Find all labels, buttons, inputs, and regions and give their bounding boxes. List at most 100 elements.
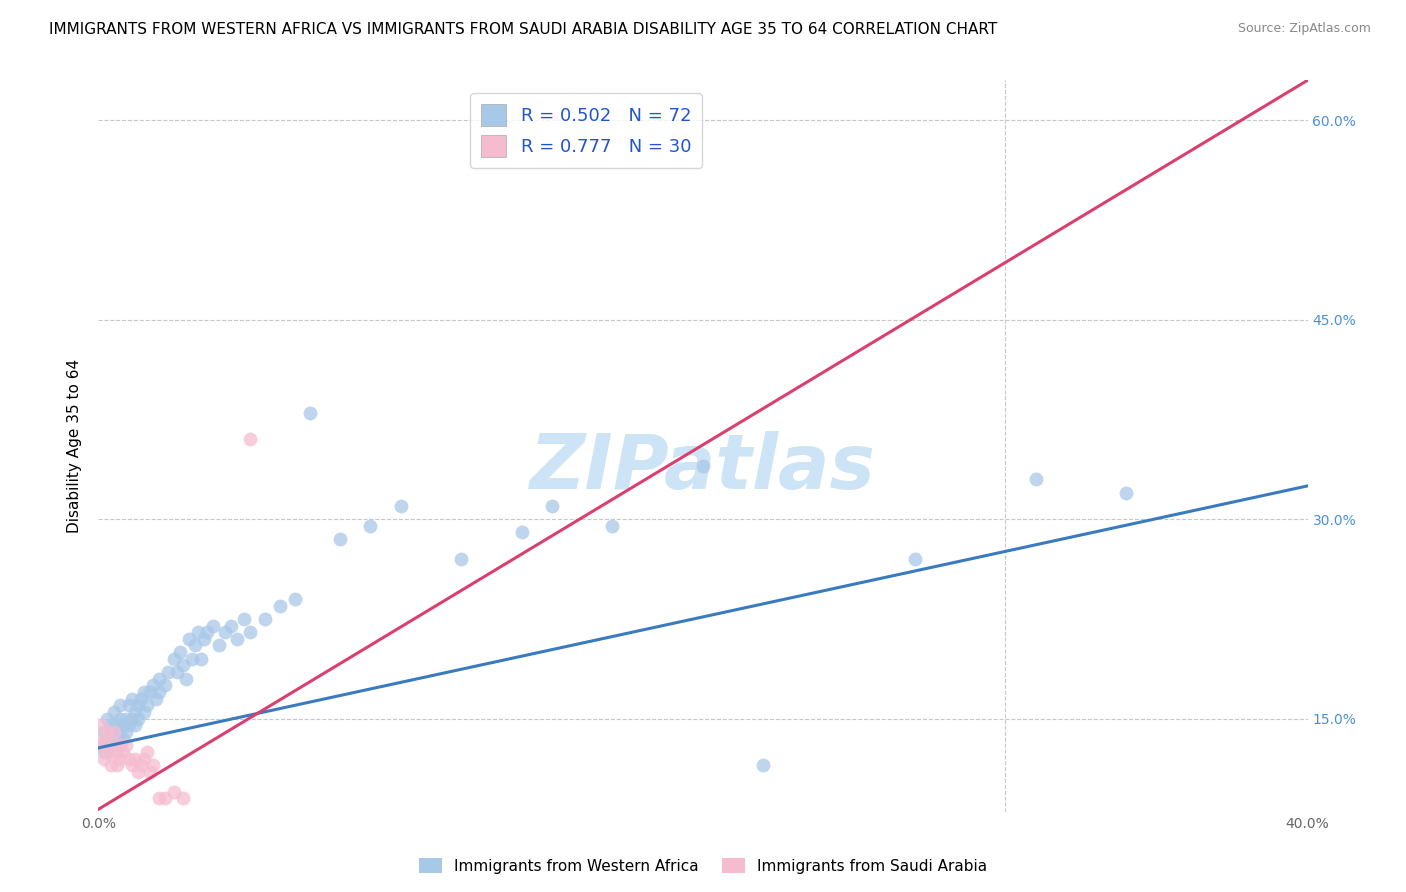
Point — [172, 658, 194, 673]
Point — [90, 718, 112, 732]
Point — [904, 552, 927, 566]
Point — [118, 718, 141, 732]
Point — [284, 591, 307, 606]
Point — [105, 718, 128, 732]
Point — [226, 632, 249, 646]
Point — [135, 745, 157, 759]
Point — [100, 758, 122, 772]
Point — [148, 685, 170, 699]
Text: IMMIGRANTS FROM WESTERN AFRICA VS IMMIGRANTS FROM SAUDI ARABIA DISABILITY AGE 35: IMMIGRANTS FROM WESTERN AFRICA VS IMMIGR… — [49, 22, 997, 37]
Point — [153, 678, 176, 692]
Point — [103, 745, 125, 759]
Point — [208, 639, 231, 653]
Point — [602, 518, 624, 533]
Point — [124, 718, 146, 732]
Point — [127, 698, 149, 713]
Point — [195, 625, 218, 640]
Point — [142, 758, 165, 772]
Point — [108, 712, 131, 726]
Point — [93, 725, 115, 739]
Point — [1024, 472, 1046, 486]
Point — [111, 718, 134, 732]
Point — [90, 738, 112, 752]
Point — [179, 632, 201, 646]
Point — [148, 672, 170, 686]
Point — [135, 698, 157, 713]
Point — [132, 751, 155, 765]
Point — [96, 745, 118, 759]
Point — [153, 791, 176, 805]
Point — [111, 745, 134, 759]
Point — [221, 618, 243, 632]
Point — [111, 731, 134, 746]
Point — [118, 751, 141, 765]
Point — [121, 758, 143, 772]
Point — [121, 691, 143, 706]
Point — [450, 552, 472, 566]
Point — [132, 705, 155, 719]
Point — [139, 764, 162, 779]
Point — [96, 712, 118, 726]
Point — [108, 698, 131, 713]
Text: ZIPatlas: ZIPatlas — [530, 431, 876, 505]
Point — [129, 691, 152, 706]
Point — [108, 751, 131, 765]
Point — [93, 731, 115, 746]
Y-axis label: Disability Age 35 to 64: Disability Age 35 to 64 — [67, 359, 83, 533]
Point — [132, 685, 155, 699]
Point — [93, 751, 115, 765]
Point — [329, 532, 352, 546]
Point — [100, 738, 122, 752]
Point — [139, 685, 162, 699]
Point — [253, 612, 276, 626]
Point — [166, 665, 188, 679]
Point — [752, 758, 775, 772]
Point — [90, 738, 112, 752]
Point — [169, 645, 191, 659]
Point — [187, 625, 209, 640]
Point — [163, 785, 186, 799]
Point — [96, 731, 118, 746]
Point — [129, 758, 152, 772]
Point — [174, 672, 197, 686]
Point — [540, 499, 562, 513]
Point — [105, 758, 128, 772]
Point — [124, 751, 146, 765]
Point — [1115, 485, 1137, 500]
Point — [114, 725, 136, 739]
Point — [239, 433, 262, 447]
Point — [100, 718, 122, 732]
Point — [145, 691, 167, 706]
Point — [202, 618, 225, 632]
Point — [692, 458, 714, 473]
Point — [105, 731, 128, 746]
Point — [232, 612, 254, 626]
Point — [142, 678, 165, 692]
Point — [93, 745, 115, 759]
Point — [118, 698, 141, 713]
Point — [121, 712, 143, 726]
Point — [127, 712, 149, 726]
Point — [163, 652, 186, 666]
Point — [103, 725, 125, 739]
Point — [100, 738, 122, 752]
Point — [96, 725, 118, 739]
Point — [108, 738, 131, 752]
Point — [510, 525, 533, 540]
Point — [105, 745, 128, 759]
Point — [360, 518, 382, 533]
Point — [114, 712, 136, 726]
Point — [269, 599, 291, 613]
Point — [148, 791, 170, 805]
Point — [103, 725, 125, 739]
Text: Source: ZipAtlas.com: Source: ZipAtlas.com — [1237, 22, 1371, 36]
Point — [124, 705, 146, 719]
Legend: R = 0.502   N = 72, R = 0.777   N = 30: R = 0.502 N = 72, R = 0.777 N = 30 — [470, 93, 702, 168]
Point — [156, 665, 179, 679]
Point — [214, 625, 236, 640]
Point — [239, 625, 262, 640]
Point — [190, 652, 212, 666]
Point — [389, 499, 412, 513]
Point — [114, 738, 136, 752]
Point — [299, 406, 322, 420]
